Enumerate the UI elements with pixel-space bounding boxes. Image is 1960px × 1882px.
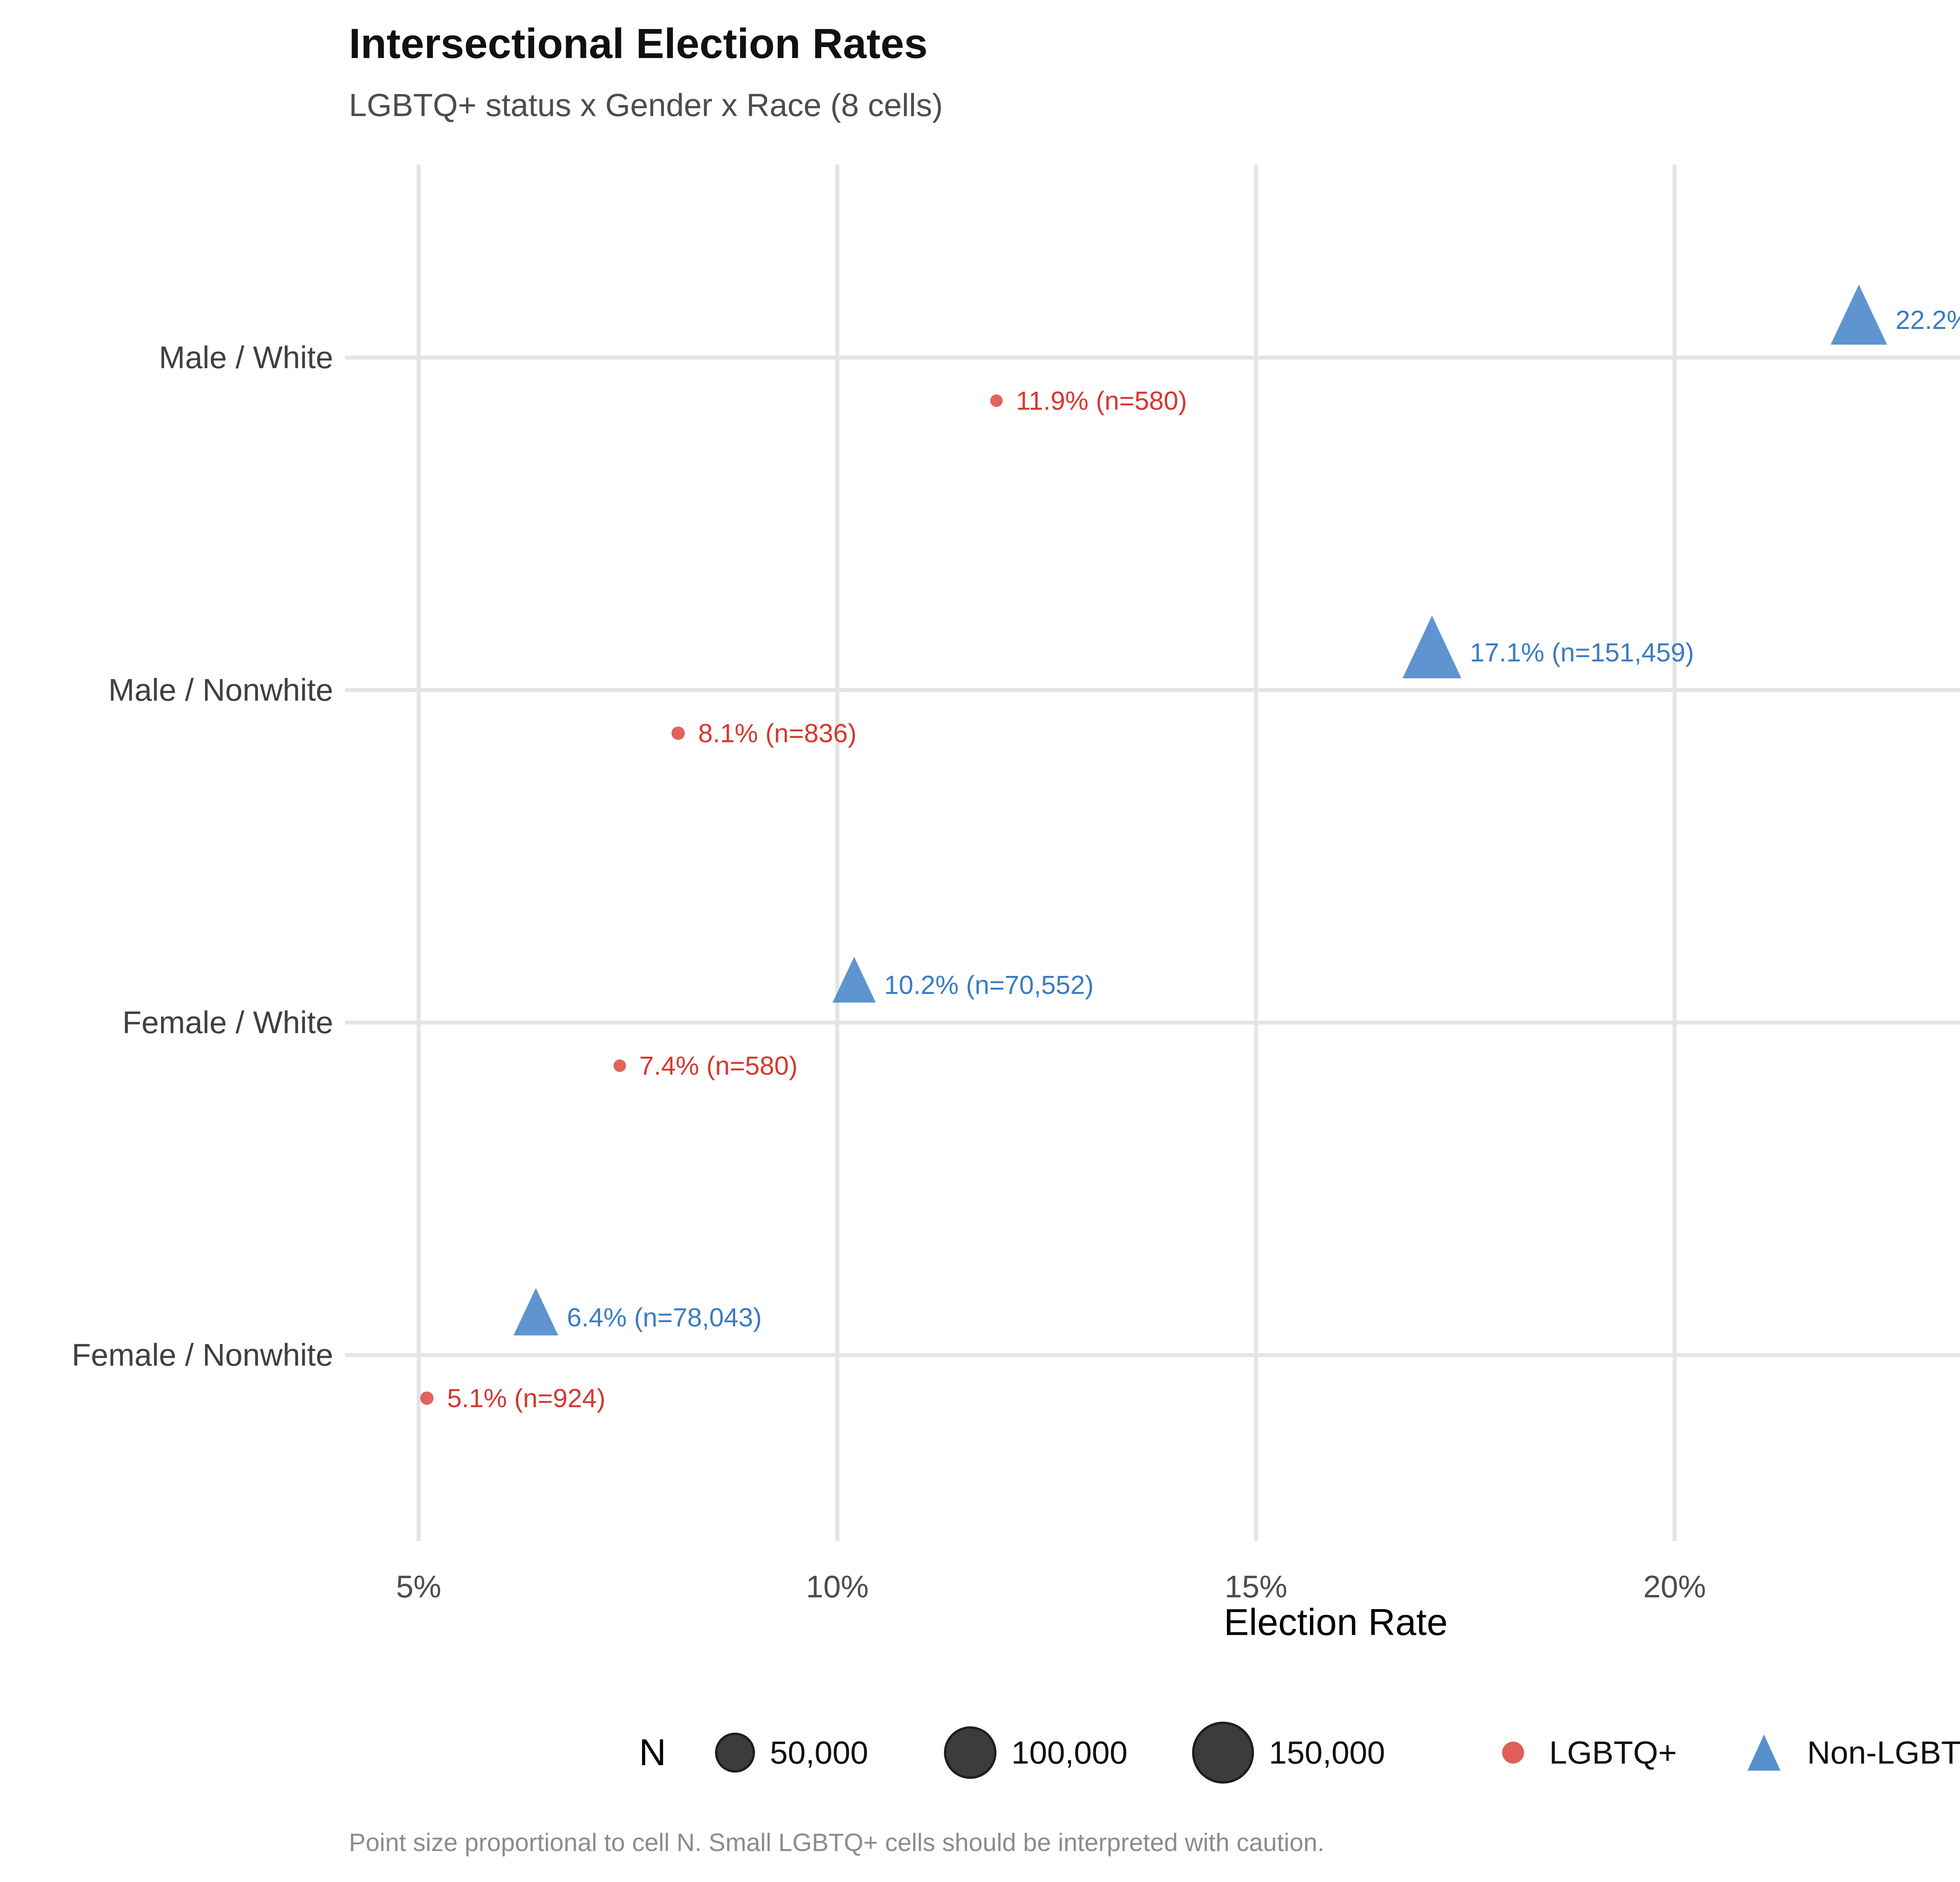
x-tick-label: 5%	[396, 1569, 441, 1604]
non-lgbtq-legend-triangle-icon	[1748, 1735, 1780, 1771]
size-legend-label-100000: 100,000	[1011, 1735, 1128, 1771]
lgbtq-legend-label: LGBTQ+	[1549, 1735, 1677, 1771]
data-point-marker-circle	[671, 727, 685, 740]
x-tick-label: 10%	[806, 1569, 869, 1604]
y-category-label: Female / White	[122, 1005, 333, 1040]
size-legend-circle-100000	[944, 1726, 996, 1779]
data-point-marker-circle	[990, 394, 1003, 407]
y-gridline	[345, 1353, 1960, 1357]
data-point-label: 10.2% (n=70,552)	[884, 970, 1094, 1000]
data-point-marker-circle	[613, 1059, 626, 1072]
data-point-marker-triangle	[1402, 616, 1461, 678]
data-point-label: 7.4% (n=580)	[639, 1051, 798, 1081]
size-legend-label-150000: 150,000	[1269, 1735, 1385, 1771]
data-point-label: 22.2% (n=135,607)	[1895, 305, 1960, 335]
y-category-label: Female / Nonwhite	[72, 1337, 333, 1372]
data-point-label: 6.4% (n=78,043)	[567, 1303, 762, 1332]
x-gridline-10%	[835, 165, 839, 1541]
lgbtq-legend-circle-icon	[1502, 1742, 1524, 1764]
data-point-label: 5.1% (n=924)	[447, 1384, 606, 1413]
chart-subtitle: LGBTQ+ status x Gender x Race (8 cells)	[349, 87, 943, 123]
size-legend-label-50000: 50,000	[770, 1735, 868, 1771]
non-lgbtq-legend-label: Non-LGBTQ+	[1807, 1735, 1960, 1771]
x-gridline-20%	[1673, 165, 1677, 1541]
x-tick-label: 20%	[1643, 1569, 1706, 1604]
data-point-marker-triangle	[514, 1288, 559, 1336]
chart-caption: Point size proportional to cell N. Small…	[349, 1828, 1325, 1857]
x-gridline-15%	[1254, 165, 1258, 1541]
y-gridline	[345, 356, 1960, 360]
size-legend-circle-50000	[715, 1733, 755, 1773]
x-tick-label: 15%	[1224, 1569, 1288, 1604]
y-category-label: Male / White	[159, 340, 333, 375]
y-gridline	[345, 688, 1960, 692]
y-category-label: Male / Nonwhite	[108, 672, 333, 707]
x-gridline-5%	[417, 165, 421, 1541]
data-point-label: 17.1% (n=151,459)	[1470, 638, 1694, 667]
y-gridline	[345, 1021, 1960, 1025]
chart-title: Intersectional Election Rates	[349, 20, 928, 67]
data-point-marker-circle	[420, 1391, 434, 1405]
data-point-label: 8.1% (n=836)	[698, 719, 857, 748]
size-legend-circle-150000	[1192, 1722, 1254, 1784]
data-point-label: 11.9% (n=580)	[1016, 386, 1187, 416]
data-point-marker-triangle	[1830, 284, 1887, 345]
x-axis-title: Election Rate	[1224, 1601, 1448, 1643]
size-legend-title: N	[639, 1731, 666, 1773]
data-point-marker-triangle	[832, 956, 876, 1003]
